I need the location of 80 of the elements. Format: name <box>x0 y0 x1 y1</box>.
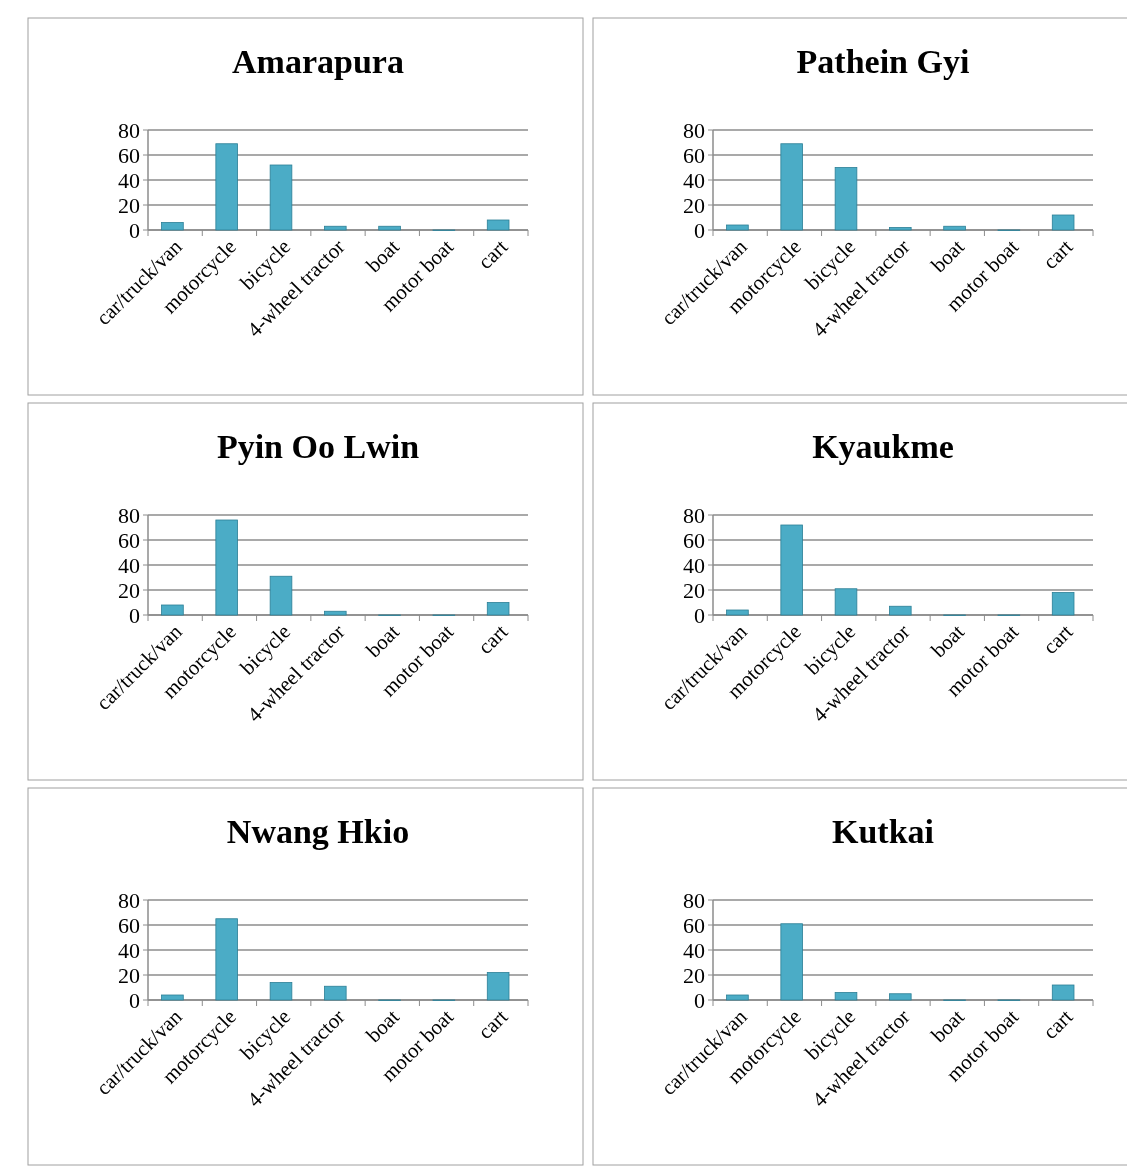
bar <box>780 524 803 616</box>
y-tick-label: 60 <box>683 142 705 168</box>
y-tick-label: 60 <box>118 527 140 553</box>
chart-title: Kutkai <box>831 813 935 850</box>
bar <box>486 219 510 231</box>
bar <box>269 982 293 1001</box>
bar <box>1051 984 1075 1001</box>
bar <box>486 602 510 616</box>
chart-title: Amarapura <box>232 43 404 80</box>
y-tick-label: 20 <box>683 192 705 218</box>
chart-title: Pyin Oo Lwin <box>216 428 420 465</box>
y-tick-label: 60 <box>683 527 705 553</box>
bar <box>834 167 858 231</box>
x-tick-label: cart <box>1038 619 1078 659</box>
y-tick-label: 80 <box>118 502 140 528</box>
bar <box>726 224 749 231</box>
x-tick-label: boat <box>361 1004 404 1048</box>
bar <box>726 994 749 1001</box>
bar <box>943 225 966 231</box>
y-tick-label: 80 <box>683 502 705 528</box>
x-tick-label: boat <box>926 234 969 278</box>
bar <box>324 225 347 231</box>
y-tick-label: 60 <box>118 912 140 938</box>
bar <box>378 225 401 231</box>
x-tick-label: cart <box>1038 1004 1078 1044</box>
bar <box>161 222 184 231</box>
y-tick-label: 40 <box>118 552 140 578</box>
y-tick-label: 0 <box>129 217 140 243</box>
chart-title: Pathein Gyi <box>796 43 970 80</box>
y-tick-label: 40 <box>683 937 705 963</box>
x-tick-label: boat <box>361 234 404 278</box>
y-tick-label: 20 <box>683 962 705 988</box>
y-tick-label: 0 <box>129 987 140 1013</box>
y-tick-label: 0 <box>694 217 705 243</box>
y-tick-label: 20 <box>118 577 140 603</box>
bar <box>834 588 858 616</box>
x-tick-label: cart <box>1038 234 1078 274</box>
bar <box>834 992 858 1001</box>
y-tick-label: 20 <box>118 192 140 218</box>
y-tick-label: 80 <box>683 117 705 143</box>
y-tick-label: 60 <box>683 912 705 938</box>
bar <box>889 227 912 231</box>
bar <box>215 519 238 616</box>
y-tick-label: 40 <box>683 167 705 193</box>
y-tick-label: 0 <box>129 602 140 628</box>
bar <box>324 985 347 1001</box>
bar <box>1051 592 1075 616</box>
bar <box>269 164 293 231</box>
x-tick-label: boat <box>926 619 969 663</box>
y-tick-label: 80 <box>683 887 705 913</box>
bar <box>780 923 803 1001</box>
y-tick-label: 80 <box>118 887 140 913</box>
y-tick-label: 20 <box>118 962 140 988</box>
chart-title: Nwang Hkio <box>226 813 410 850</box>
bar <box>161 994 184 1001</box>
x-tick-label: cart <box>473 234 513 274</box>
x-tick-label: cart <box>473 1004 513 1044</box>
bar <box>269 575 293 616</box>
x-tick-label: cart <box>473 619 513 659</box>
y-tick-label: 0 <box>694 602 705 628</box>
bar <box>780 143 803 231</box>
bar <box>215 143 238 231</box>
y-tick-label: 40 <box>683 552 705 578</box>
bar <box>324 610 347 616</box>
bar <box>215 918 238 1001</box>
bar <box>726 609 749 616</box>
bar <box>161 604 184 616</box>
y-tick-label: 20 <box>683 577 705 603</box>
chart-title: Kyaukme <box>812 428 954 465</box>
y-tick-label: 60 <box>118 142 140 168</box>
bar <box>889 605 912 616</box>
y-tick-label: 0 <box>694 987 705 1013</box>
x-tick-label: boat <box>926 1004 969 1048</box>
y-tick-label: 40 <box>118 167 140 193</box>
x-tick-label: boat <box>361 619 404 663</box>
bar <box>889 993 912 1001</box>
bar <box>1051 214 1075 231</box>
bar <box>486 972 510 1001</box>
y-tick-label: 80 <box>118 117 140 143</box>
y-tick-label: 40 <box>118 937 140 963</box>
